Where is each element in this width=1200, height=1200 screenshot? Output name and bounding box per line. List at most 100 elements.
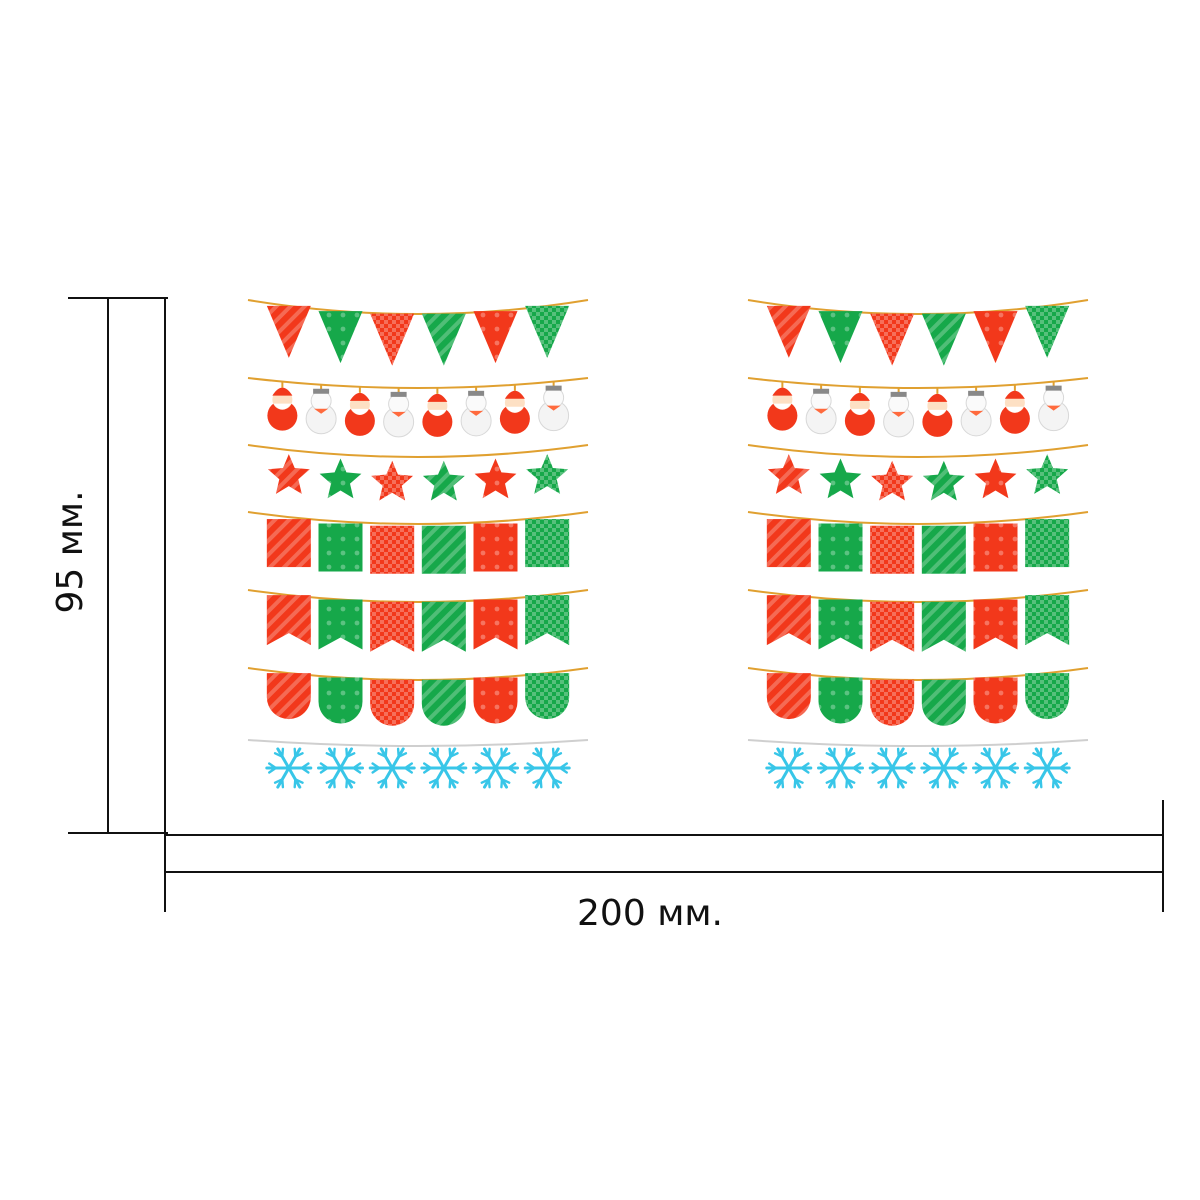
garland-item <box>370 313 415 366</box>
garland-item <box>421 601 466 652</box>
garland-item <box>265 747 313 789</box>
height-dimension-label: 95 мм. <box>50 490 91 613</box>
garland-item <box>499 384 530 434</box>
decal-sheet <box>747 299 1089 789</box>
garland-flag-rectangle <box>247 511 589 574</box>
garland-item <box>1023 747 1071 789</box>
garland-flag-rounded <box>747 667 1089 726</box>
garland-item <box>525 673 570 720</box>
garland-item <box>319 458 362 499</box>
garland-item <box>305 384 337 435</box>
garland-item <box>1025 595 1070 646</box>
garland-string <box>747 444 1089 458</box>
garland-item <box>526 454 569 494</box>
garland-item <box>1025 305 1070 358</box>
garland-item <box>317 747 364 789</box>
garland-item <box>474 458 517 499</box>
garland-santa-snowman-ornament <box>247 377 589 438</box>
garland-item <box>267 454 310 494</box>
garland-item <box>844 386 875 436</box>
garland-item <box>973 599 1018 650</box>
garland-item <box>1025 519 1070 568</box>
garland-item <box>420 747 468 789</box>
garland-item <box>383 387 415 438</box>
garland-item <box>921 679 966 726</box>
decal-sheets <box>247 299 1089 789</box>
garland-item <box>818 677 863 724</box>
garland-flag-swallowtail <box>247 589 589 652</box>
garland-item <box>871 460 914 501</box>
garland-item <box>805 384 837 435</box>
garland-item <box>318 311 363 364</box>
garland-item <box>870 601 915 652</box>
garland-item <box>921 601 966 652</box>
garland-item <box>266 305 311 358</box>
garland-item <box>473 311 518 364</box>
garland-flag-swallowtail <box>747 589 1089 652</box>
garland-item <box>973 311 1018 364</box>
garland-snowflake <box>247 739 589 789</box>
garland-item <box>421 313 466 366</box>
garland-item <box>525 305 570 358</box>
garland-item <box>868 747 916 789</box>
garland-item <box>766 595 811 646</box>
garland-item <box>922 387 953 437</box>
garland-item <box>368 747 416 789</box>
garland-flag-rectangle <box>747 511 1089 574</box>
garland-item <box>766 519 811 568</box>
garland-item <box>974 458 1017 499</box>
garland-item <box>267 381 298 431</box>
garland-item <box>523 747 571 789</box>
garland-item <box>766 305 811 358</box>
garland-item <box>370 525 415 574</box>
garland-item <box>818 523 863 572</box>
garland-item <box>344 386 375 436</box>
garland-item <box>318 523 363 572</box>
garland-item <box>819 458 862 499</box>
decal-sheet <box>247 299 589 789</box>
garland-item <box>767 381 798 431</box>
garland-star <box>247 444 589 501</box>
garland-item <box>883 387 915 438</box>
garland-item <box>870 679 915 726</box>
garland-santa-snowman-ornament <box>747 377 1089 438</box>
garland-string <box>247 739 589 747</box>
garland-string <box>747 739 1089 747</box>
garland-item <box>818 599 863 650</box>
garland-item <box>525 595 570 646</box>
garland-item <box>473 677 518 724</box>
garland-item <box>318 677 363 724</box>
garland-item <box>973 677 1018 724</box>
garland-item <box>460 386 492 437</box>
garland-snowflake <box>747 739 1089 789</box>
garland-item <box>371 460 414 501</box>
garland-string <box>247 511 589 525</box>
garland-item <box>1038 381 1070 432</box>
garland-item <box>766 673 811 720</box>
garland-item <box>266 673 311 720</box>
garland-item <box>266 595 311 646</box>
garland-string <box>747 511 1089 525</box>
garland-item <box>473 599 518 650</box>
garland-item <box>266 519 311 568</box>
garland-item <box>1026 454 1069 494</box>
garland-string <box>247 444 589 458</box>
garland-string <box>247 377 589 389</box>
garland-item <box>472 747 519 789</box>
garland-item <box>973 523 1018 572</box>
dimension-lines <box>68 297 1164 912</box>
garland-item <box>767 454 810 494</box>
garland-item <box>765 747 813 789</box>
garland-item <box>370 601 415 652</box>
garland-item <box>525 519 570 568</box>
garland-item <box>817 747 864 789</box>
garland-star <box>747 444 1089 501</box>
garland-item <box>473 523 518 572</box>
garland-item <box>972 747 1019 789</box>
garland-item <box>421 679 466 726</box>
garland-pennant-triangle <box>247 299 589 366</box>
garland-item <box>921 313 966 366</box>
garland-item <box>920 747 968 789</box>
garland-item <box>921 525 966 574</box>
